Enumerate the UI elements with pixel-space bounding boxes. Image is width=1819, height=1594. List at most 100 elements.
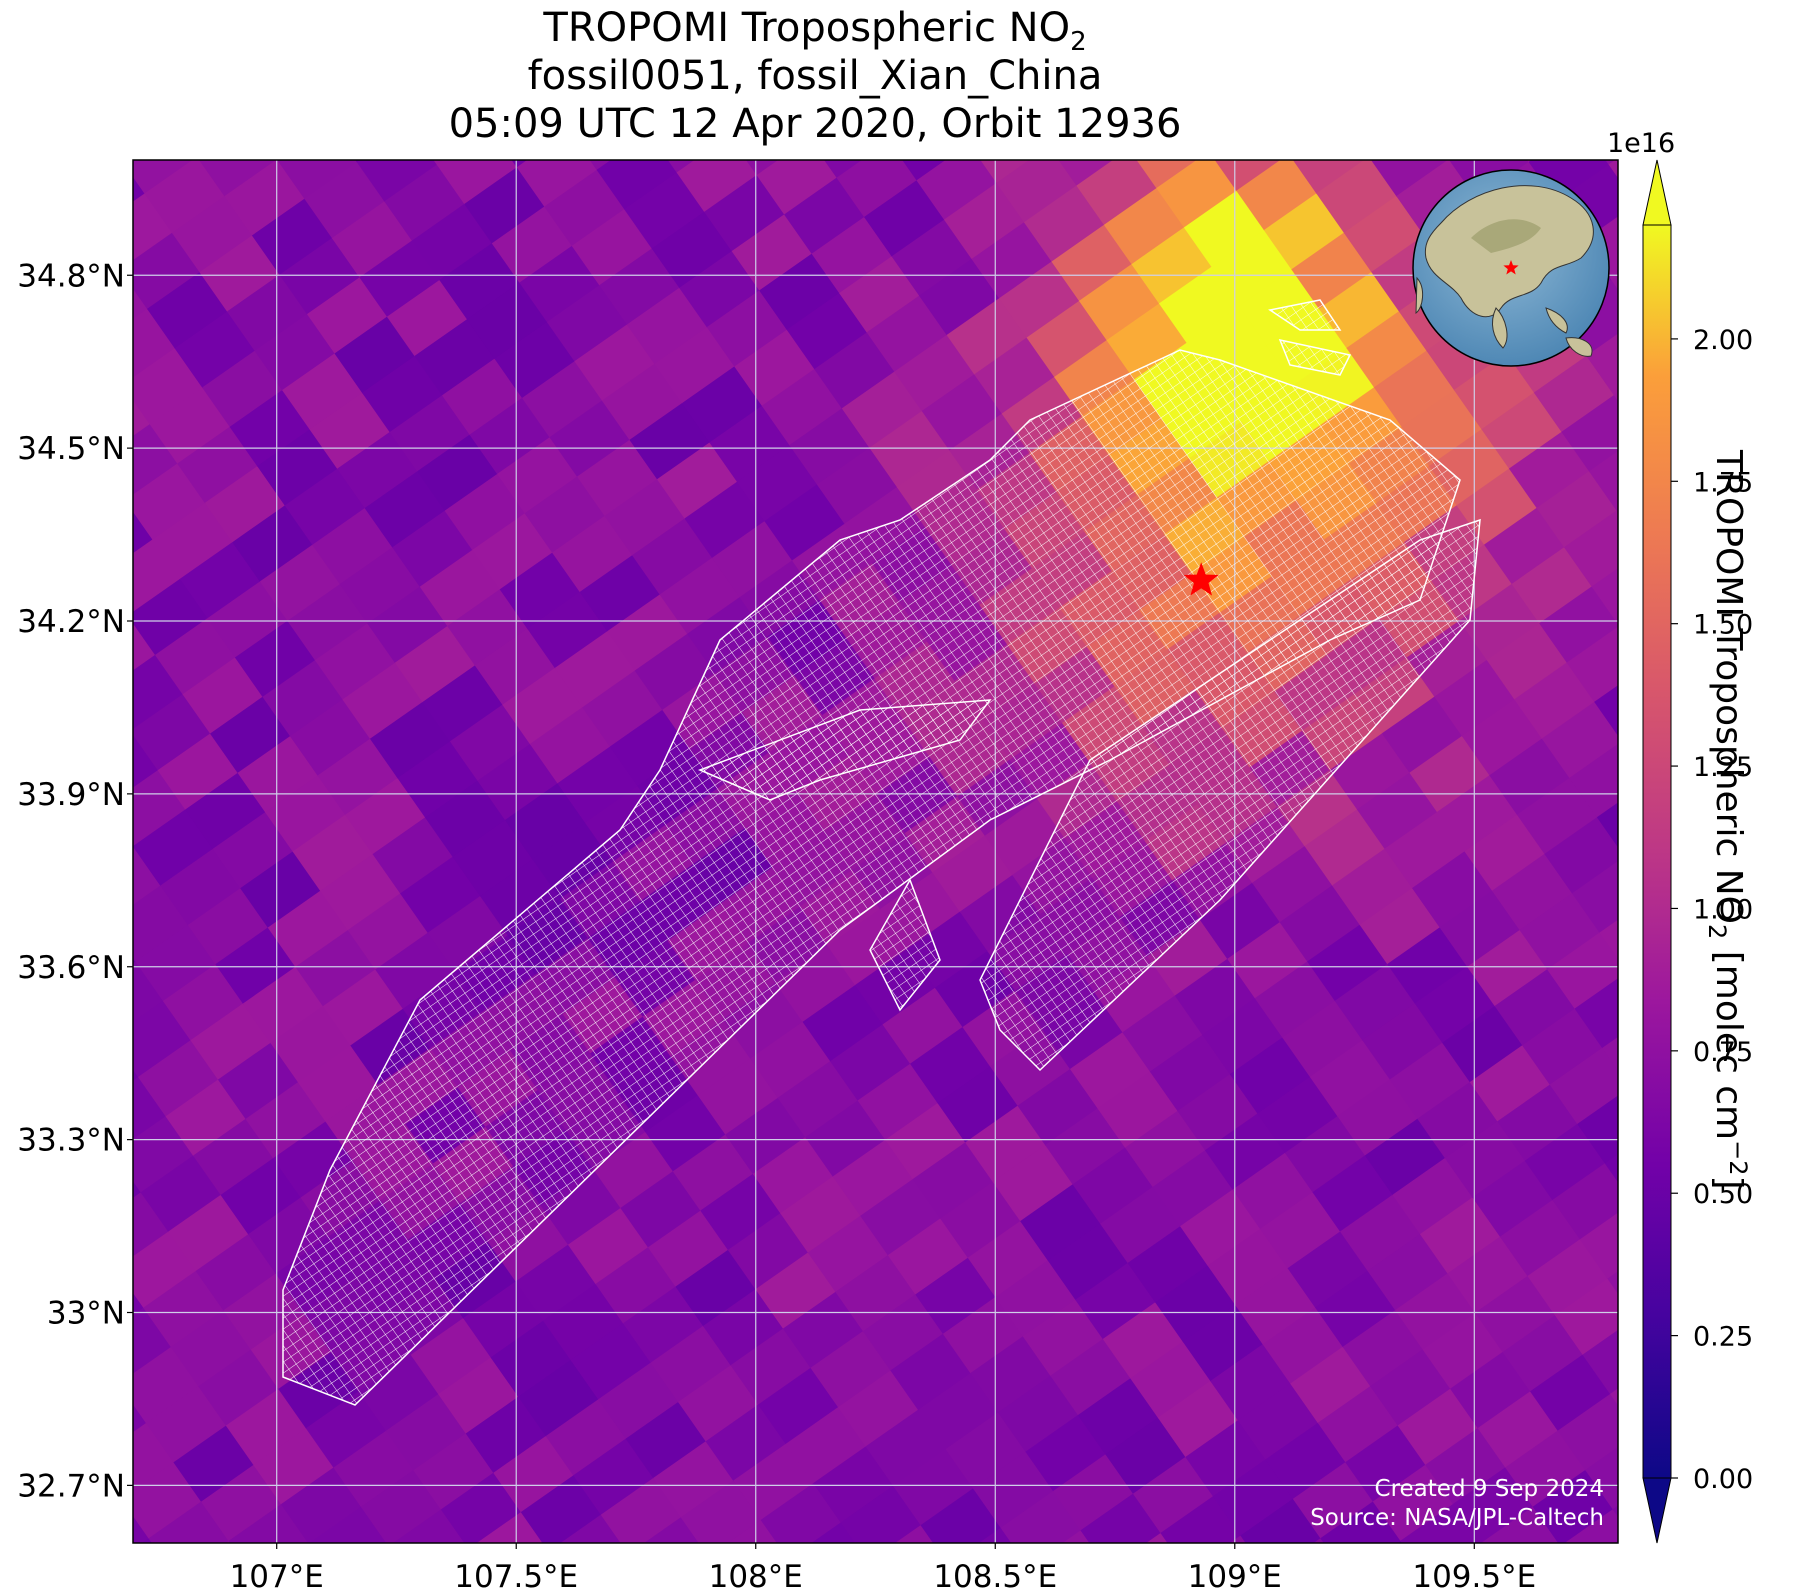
no2-pixel bbox=[546, 284, 629, 363]
no2-pixel bbox=[133, 539, 182, 617]
globe-australia-edge bbox=[1565, 337, 1593, 357]
no2-pixel bbox=[409, 160, 491, 166]
no2-pixel bbox=[1210, 1343, 1292, 1422]
no2-pixel bbox=[154, 617, 237, 696]
no2-pixel bbox=[449, 704, 532, 782]
no2-pixel bbox=[193, 1118, 275, 1196]
no2-pixel bbox=[133, 232, 201, 310]
no2-pixel bbox=[331, 200, 414, 279]
no2-pixel bbox=[972, 1451, 1055, 1529]
no2-pixel bbox=[1434, 659, 1516, 737]
no2-pixel bbox=[1309, 1039, 1392, 1117]
globe-star-icon bbox=[1503, 260, 1519, 275]
no2-pixel bbox=[777, 1060, 859, 1139]
colorbar-label-bracket: ] bbox=[1708, 1175, 1749, 1190]
no2-pixel bbox=[1077, 1377, 1160, 1456]
no2-pixel bbox=[626, 287, 709, 365]
no2-pixel bbox=[1295, 1577, 1376, 1594]
no2-pixel bbox=[684, 481, 766, 559]
no2-pixel bbox=[1080, 1493, 1162, 1543]
no2-pixel bbox=[1252, 845, 1334, 924]
no2-pixel bbox=[1045, 1107, 1127, 1186]
no2-pixel bbox=[1384, 811, 1466, 889]
globe-africa-edge bbox=[1415, 276, 1423, 314]
no2-pixel bbox=[297, 1044, 380, 1123]
no2-pixel bbox=[600, 1477, 683, 1543]
no2-pixel bbox=[466, 282, 549, 360]
no2-pixel bbox=[474, 628, 557, 706]
no2-pixel bbox=[785, 1406, 867, 1485]
no2-pixel bbox=[329, 160, 411, 163]
no2-pixel bbox=[1588, 433, 1618, 512]
no2-pixel bbox=[518, 1359, 600, 1437]
no2-pixel bbox=[308, 1506, 390, 1543]
no2-pixel bbox=[967, 1220, 1050, 1298]
no2-pixel bbox=[519, 245, 601, 323]
no2-pixel bbox=[1544, 816, 1618, 895]
no2-pixel bbox=[552, 515, 634, 593]
no2-pixel bbox=[1284, 1115, 1367, 1194]
no2-pixel bbox=[701, 59, 782, 136]
no2-pixel bbox=[364, 470, 447, 549]
no2-pixel bbox=[1202, 997, 1284, 1076]
no2-pixel bbox=[177, 426, 259, 504]
no2-pixel bbox=[708, 1519, 790, 1543]
no2-pixel bbox=[1316, 160, 1398, 234]
colorbar-exponent: 1e16 bbox=[1607, 128, 1676, 159]
lon-tick-label: 109°E bbox=[1188, 1559, 1282, 1594]
no2-pixel bbox=[225, 1388, 308, 1466]
no2-pixel bbox=[734, 329, 816, 407]
no2-pixel bbox=[816, 447, 899, 525]
no2-pixel bbox=[1481, 392, 1563, 470]
no2-pixel bbox=[959, 874, 1042, 952]
no2-pixel bbox=[629, 402, 711, 481]
no2-pixel bbox=[367, 586, 449, 664]
no2-pixel bbox=[1406, 620, 1489, 698]
no2-pixel bbox=[392, 510, 474, 588]
no2-pixel bbox=[680, 1480, 763, 1543]
no2-pixel bbox=[414, 318, 496, 397]
no2-pixel bbox=[276, 160, 359, 200]
no2-pixel bbox=[1181, 75, 1262, 152]
no2-pixel bbox=[1292, 1461, 1375, 1540]
no2-pixel bbox=[334, 316, 416, 394]
no2-pixel bbox=[971, 221, 1053, 300]
no2-pixel bbox=[811, 216, 893, 294]
lon-tick-label: 107°E bbox=[230, 1559, 324, 1594]
no2-pixel bbox=[1047, 1223, 1130, 1301]
no2-pixel bbox=[372, 816, 454, 895]
no2-pixel bbox=[1422, 1312, 1504, 1390]
no2-pixel bbox=[1571, 856, 1618, 934]
no2-pixel bbox=[1554, 1278, 1618, 1356]
no2-pixel bbox=[1414, 966, 1497, 1044]
no2-pixel bbox=[891, 219, 973, 297]
no2-pixel bbox=[187, 887, 270, 966]
colorbar-tick-label: 0.75 bbox=[1693, 1037, 1753, 1068]
no2-pixel bbox=[1317, 1385, 1400, 1464]
no2-pixel bbox=[1156, 160, 1238, 229]
no2-pixel bbox=[295, 929, 377, 1008]
site-star-icon bbox=[1183, 562, 1219, 596]
no2-pixel bbox=[160, 848, 242, 926]
no2-pixel bbox=[601, 363, 684, 441]
no2-pixel bbox=[359, 240, 441, 318]
no2-pixel bbox=[489, 160, 571, 169]
no2-pixel bbox=[464, 166, 546, 245]
no2-pixel bbox=[920, 1487, 1002, 1543]
no2-pixel bbox=[314, 622, 397, 701]
no2-pixel bbox=[1232, 1152, 1314, 1230]
no2-pixel bbox=[1469, 1044, 1552, 1123]
no2-pixel bbox=[656, 441, 739, 520]
no2-pixel bbox=[1279, 884, 1361, 963]
no2-pixel bbox=[830, 1023, 912, 1102]
no2-pixel bbox=[678, 1364, 760, 1443]
no2-pixel bbox=[1345, 1424, 1427, 1503]
no2-pixel bbox=[647, 1210, 730, 1288]
no2-pixel bbox=[632, 517, 714, 596]
no2-pixel bbox=[1025, 1414, 1107, 1492]
no2-pixel bbox=[1541, 701, 1618, 779]
no2-pixel bbox=[493, 1435, 575, 1513]
no2-pixel bbox=[1100, 1186, 1182, 1264]
no2-pixel bbox=[133, 809, 215, 887]
no2-pixel bbox=[272, 1120, 355, 1199]
